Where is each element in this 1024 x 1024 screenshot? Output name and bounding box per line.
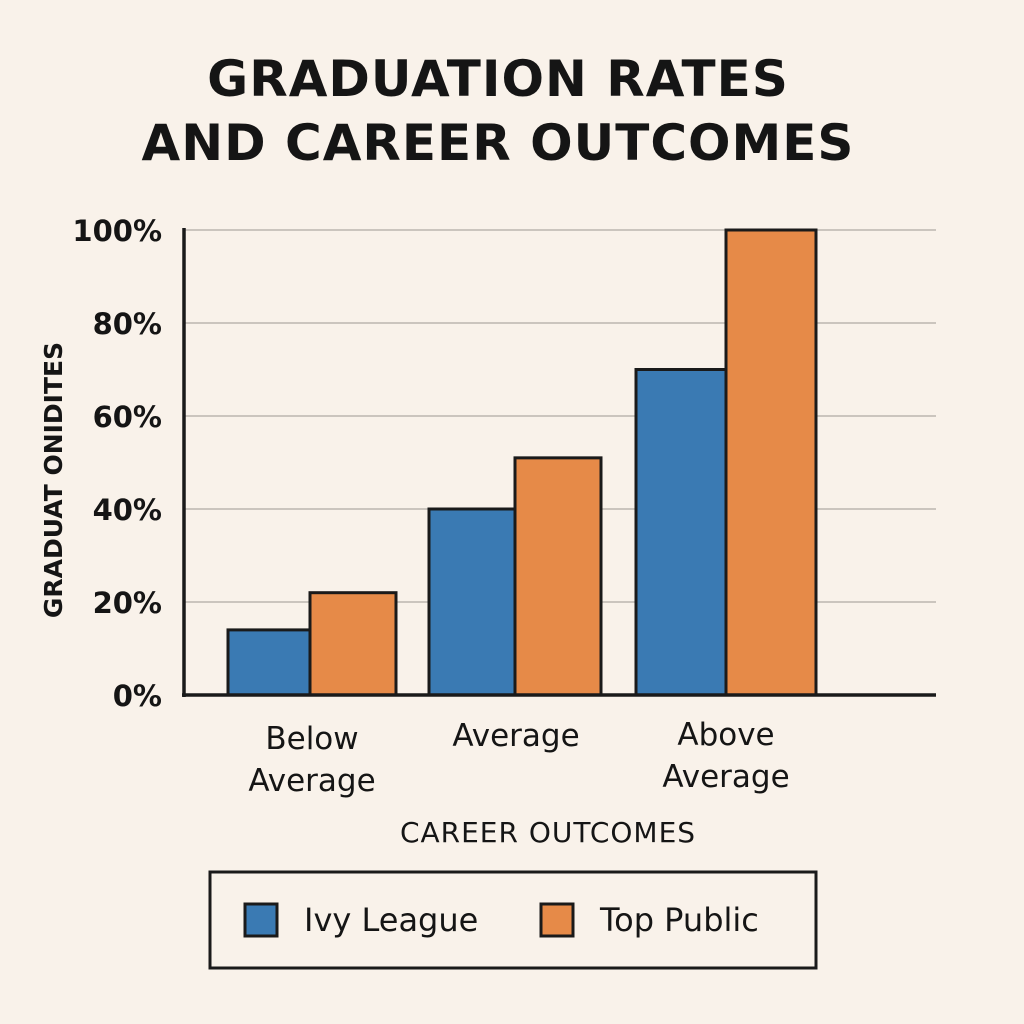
bar-top-public — [308, 591, 398, 697]
y-tick-label: 60% — [93, 400, 162, 434]
legend-label: Top Public — [599, 901, 759, 939]
bar-ivy-league — [226, 628, 312, 697]
y-tick-labels: 0% 20% 40% 60% 80% 100% — [72, 214, 162, 713]
chart-title-line: AND CAREER OUTCOMES — [142, 114, 855, 172]
x-axis-label: CAREER OUTCOMES — [400, 816, 696, 849]
legend: Ivy League Top Public — [208, 870, 818, 970]
bar-top-public — [724, 228, 818, 697]
y-tick-label: 20% — [93, 586, 162, 620]
x-tick-label: Above — [677, 717, 774, 753]
legend-swatch — [539, 902, 575, 938]
category-labels: Below Average Average Above Average — [248, 717, 789, 799]
x-tick-label: Average — [452, 718, 579, 754]
bars — [226, 228, 818, 697]
bar-ivy-league — [427, 507, 517, 697]
chart-title-line: GRADUATION RATES — [207, 50, 789, 108]
chart-title: GRADUATION RATES AND CAREER OUTCOMES — [142, 50, 855, 172]
legend-box — [208, 870, 818, 970]
y-tick-label: 80% — [93, 307, 162, 341]
bar-top-public — [513, 456, 603, 697]
legend-label: Ivy League — [304, 901, 478, 939]
x-tick-label: Below — [265, 721, 358, 757]
x-tick-label: Average — [662, 759, 789, 795]
y-axis-label: GRADUAT ONIDITES — [39, 342, 68, 618]
bar-ivy-league — [634, 368, 728, 697]
x-tick-label: Average — [248, 763, 375, 799]
y-tick-label: 40% — [93, 493, 162, 527]
y-tick-label: 0% — [113, 679, 162, 713]
axes — [182, 228, 936, 697]
legend-swatch — [243, 902, 279, 938]
y-tick-label: 100% — [72, 214, 162, 248]
